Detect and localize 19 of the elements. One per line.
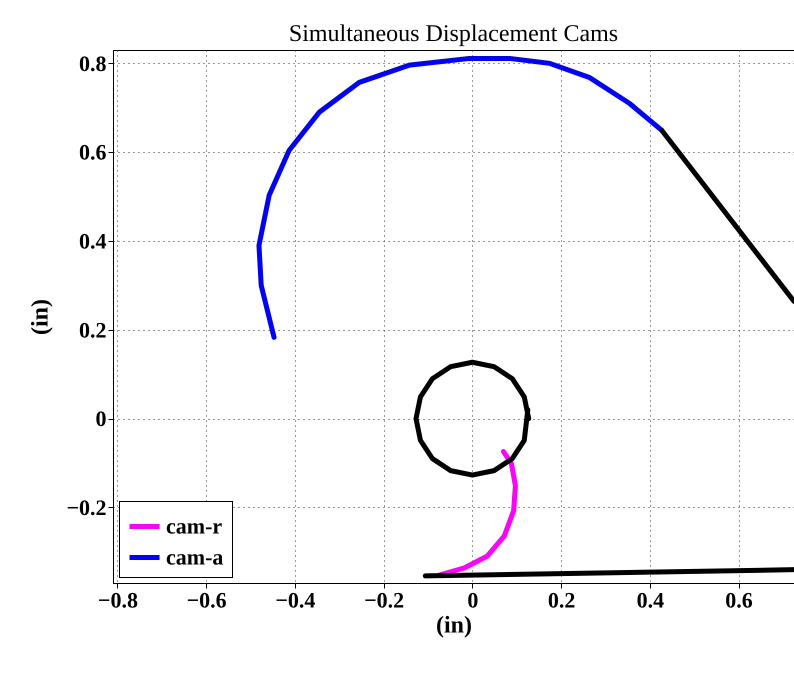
y-tick-label: 0.6 — [79, 140, 106, 165]
legend-label: cam-a — [166, 544, 224, 570]
y-tick-label: 0.2 — [79, 317, 106, 342]
x-tick-label: 0 — [467, 588, 478, 612]
x-tick-label: 0.6 — [725, 588, 753, 612]
y-tick-label: 0 — [96, 406, 106, 432]
x-tick-label: −0.4 — [275, 588, 316, 612]
y-axis-title: (in) — [27, 299, 54, 335]
x-tick-label: −0.8 — [98, 588, 138, 612]
y-tick-label: 0.4 — [79, 228, 106, 254]
y-tick-label: 0.8 — [79, 50, 106, 76]
x-tick-label: −0.6 — [186, 588, 227, 612]
legend-label: cam-r — [166, 514, 222, 538]
chart-title: Simultaneous Displacement Cams — [288, 21, 618, 47]
x-tick-label: −0.2 — [364, 588, 404, 612]
x-tick-label: 0.4 — [636, 588, 664, 612]
x-axis-title: (in) — [436, 612, 472, 638]
x-tick-label: 0.2 — [548, 588, 576, 612]
y-tick-label: −0.2 — [66, 494, 106, 520]
